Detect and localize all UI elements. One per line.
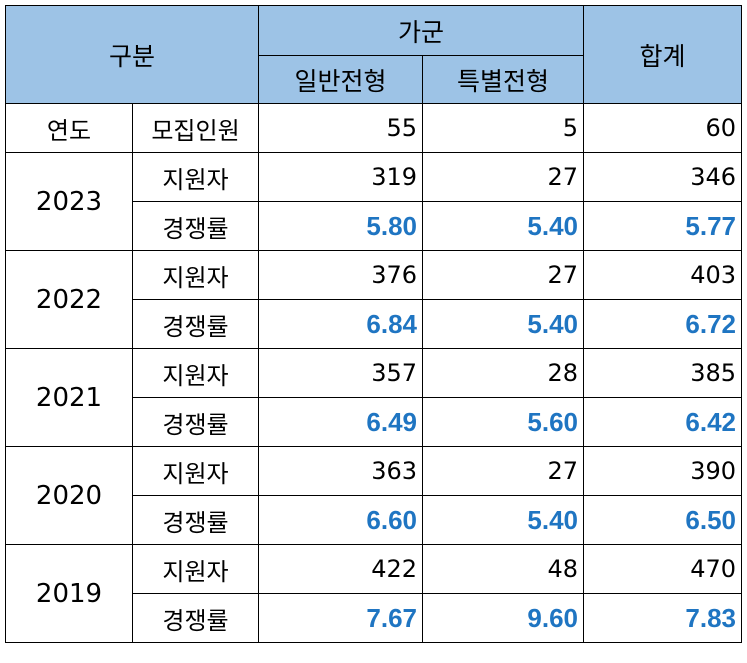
table-row-applicants-2023: 2023 지원자 319 27 346 — [5, 152, 742, 251]
quota-total: 60 — [583, 103, 742, 153]
header-special: 특별전형 — [422, 55, 584, 104]
rate-general-2022: 6.84 — [258, 299, 423, 349]
rate-total-2022: 6.72 — [583, 299, 742, 349]
table-row-applicants-2019: 2019 지원자 422 48 470 — [5, 544, 742, 643]
year-cell-2022: 2022 — [5, 250, 133, 349]
applicants-total-2021: 385 — [583, 348, 742, 398]
applicants-total-2023: 346 — [583, 152, 742, 202]
applicants-special-2022: 27 — [422, 250, 584, 300]
rate-label: 경쟁률 — [132, 593, 259, 643]
applicants-special-2021: 28 — [422, 348, 584, 398]
rate-label: 경쟁률 — [132, 299, 259, 349]
table-row-applicants-2020: 2020 지원자 363 27 390 — [5, 446, 742, 545]
table-body: 연도 모집인원 55 5 60 2023 지원자 319 27 346 경쟁률 … — [5, 103, 742, 643]
rate-label: 경쟁률 — [132, 397, 259, 447]
year-cell-2023: 2023 — [5, 152, 133, 251]
table-row-rate-2021: 경쟁률 6.49 5.60 6.42 — [6, 397, 742, 447]
rate-special-2020: 5.40 — [422, 495, 584, 545]
applicants-total-2022: 403 — [583, 250, 742, 300]
quota-general: 55 — [258, 103, 423, 153]
applicants-label: 지원자 — [132, 446, 259, 496]
year-cell-2021: 2021 — [5, 348, 133, 447]
applicants-special-2020: 27 — [422, 446, 584, 496]
applicants-general-2022: 376 — [258, 250, 423, 300]
table-row-applicants-2021: 2021 지원자 357 28 385 — [5, 348, 742, 447]
applicants-total-2020: 390 — [583, 446, 742, 496]
header-general: 일반전형 — [258, 55, 423, 104]
rate-total-2020: 6.50 — [583, 495, 742, 545]
rate-general-2020: 6.60 — [258, 495, 423, 545]
rate-special-2023: 5.40 — [422, 201, 584, 251]
header-group: 가군 — [258, 5, 584, 56]
applicants-general-2023: 319 — [258, 152, 423, 202]
admission-table-wrapper: 구분 가군 합계 일반전형 특별전형 연도 모집인원 55 5 60 2023 … — [5, 5, 742, 643]
applicants-label: 지원자 — [132, 152, 259, 202]
rate-total-2019: 7.83 — [583, 593, 742, 643]
applicants-total-2019: 470 — [583, 544, 742, 594]
table-row-rate-2019: 경쟁률 7.67 9.60 7.83 — [6, 593, 742, 643]
rate-total-2023: 5.77 — [583, 201, 742, 251]
rate-special-2021: 5.60 — [422, 397, 584, 447]
rate-general-2019: 7.67 — [258, 593, 423, 643]
applicants-general-2019: 422 — [258, 544, 423, 594]
rate-label: 경쟁률 — [132, 495, 259, 545]
header-category: 구분 — [5, 5, 259, 104]
rate-total-2021: 6.42 — [583, 397, 742, 447]
rate-special-2022: 5.40 — [422, 299, 584, 349]
year-cell-2019: 2019 — [5, 544, 133, 643]
rate-general-2021: 6.49 — [258, 397, 423, 447]
table-row-quota: 연도 모집인원 55 5 60 — [5, 103, 742, 153]
rate-label: 경쟁률 — [132, 201, 259, 251]
applicants-general-2021: 357 — [258, 348, 423, 398]
admission-competition-table: 구분 가군 합계 일반전형 특별전형 연도 모집인원 55 5 60 2023 … — [5, 5, 742, 643]
rate-general-2023: 5.80 — [258, 201, 423, 251]
applicants-label: 지원자 — [132, 544, 259, 594]
table-row-rate-2020: 경쟁률 6.60 5.40 6.50 — [6, 495, 742, 545]
header-total: 합계 — [583, 5, 742, 104]
applicants-general-2020: 363 — [258, 446, 423, 496]
quota-special: 5 — [422, 103, 584, 153]
quota-label: 모집인원 — [132, 103, 259, 153]
rate-special-2019: 9.60 — [422, 593, 584, 643]
table-row-applicants-2022: 2022 지원자 376 27 403 — [5, 250, 742, 349]
applicants-label: 지원자 — [132, 348, 259, 398]
applicants-special-2019: 48 — [422, 544, 584, 594]
applicants-label: 지원자 — [132, 250, 259, 300]
quota-year-label: 연도 — [5, 103, 133, 153]
year-cell-2020: 2020 — [5, 446, 133, 545]
applicants-special-2023: 27 — [422, 152, 584, 202]
